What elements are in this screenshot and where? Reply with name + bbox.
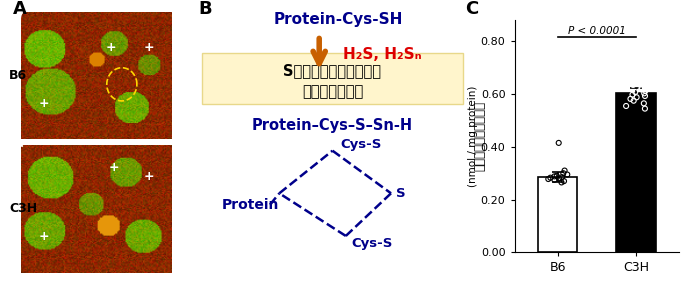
Point [542, 177, 554, 181]
Text: A: A [13, 1, 27, 19]
Point [625, 46, 636, 50]
Bar [202, 52, 463, 104]
Point [639, 94, 650, 98]
Text: Protein: Protein [221, 198, 279, 212]
Point [636, 52, 648, 57]
Point [627, 92, 638, 97]
Text: +: + [38, 97, 49, 110]
Bar [538, 177, 578, 252]
Text: +: + [109, 162, 120, 175]
Point [556, 175, 568, 180]
Point [628, 98, 639, 103]
Bar [616, 93, 655, 252]
Y-axis label: (nmol / mg protein): (nmol / mg protein) [468, 86, 478, 187]
Point [549, 174, 560, 179]
Point [561, 172, 573, 177]
Point [558, 171, 569, 175]
Point [640, 88, 651, 93]
Text: Protein-Cys-SH: Protein-Cys-SH [273, 12, 402, 28]
Text: B6: B6 [9, 69, 27, 82]
Point [559, 179, 570, 184]
Point [545, 175, 556, 180]
Point [636, 87, 647, 92]
Point [639, 106, 650, 111]
Text: C: C [466, 1, 479, 19]
Text: 相连的多硫化物: 相连的多硫化物 [302, 84, 363, 99]
Text: C3H: C3H [9, 202, 37, 215]
Point [553, 141, 564, 145]
Text: Protein–Cys–S–Sn-H: Protein–Cys–S–Sn-H [252, 118, 413, 133]
Point [625, 76, 636, 81]
Point [631, 95, 642, 99]
Point [627, 83, 638, 87]
Text: B: B [198, 1, 211, 19]
Point [559, 168, 570, 173]
Point [632, 79, 643, 84]
Text: S与蛋白质半胱氨酸残基: S与蛋白质半胱氨酸残基 [284, 64, 382, 79]
Point [636, 85, 648, 90]
Text: H₂S, H₂Sₙ: H₂S, H₂Sₙ [343, 47, 422, 61]
Point [556, 180, 567, 185]
Text: +: + [144, 171, 154, 183]
Text: Cys-S: Cys-S [351, 237, 393, 250]
Text: +: + [106, 41, 117, 54]
Text: +: + [144, 41, 154, 54]
Text: +: + [38, 230, 49, 243]
Point [554, 176, 565, 181]
Point [625, 97, 636, 101]
Text: S: S [396, 187, 406, 200]
Text: P < 0.0001: P < 0.0001 [568, 26, 626, 36]
Point [630, 90, 641, 94]
Text: 大脑中的多硫化物含量: 大脑中的多硫化物含量 [473, 101, 486, 171]
Point [620, 104, 631, 108]
Point [638, 91, 650, 96]
Point [551, 173, 562, 178]
Point [549, 177, 560, 182]
Point [638, 101, 650, 106]
Text: Cys-S: Cys-S [340, 139, 382, 151]
